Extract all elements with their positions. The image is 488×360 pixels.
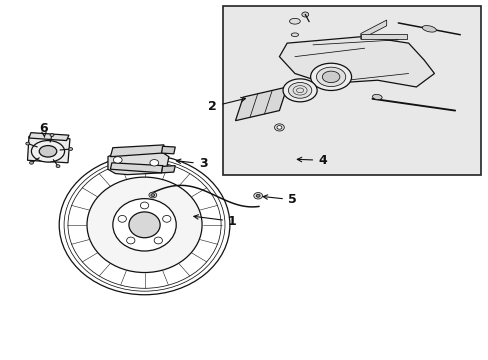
Ellipse shape (69, 148, 73, 150)
Ellipse shape (310, 63, 351, 90)
Polygon shape (360, 33, 407, 39)
Polygon shape (108, 151, 168, 175)
Ellipse shape (149, 192, 157, 198)
Ellipse shape (154, 237, 162, 244)
Ellipse shape (322, 71, 339, 82)
Polygon shape (161, 166, 175, 173)
Polygon shape (235, 87, 286, 121)
Polygon shape (161, 146, 175, 154)
Ellipse shape (253, 193, 262, 199)
Ellipse shape (31, 140, 64, 162)
Ellipse shape (50, 134, 54, 136)
Ellipse shape (129, 212, 160, 238)
Polygon shape (110, 145, 163, 157)
Text: 3: 3 (176, 157, 207, 170)
FancyBboxPatch shape (222, 6, 480, 175)
Text: 5: 5 (263, 193, 296, 206)
Text: 1: 1 (193, 215, 236, 228)
Ellipse shape (150, 159, 158, 166)
Ellipse shape (59, 155, 229, 295)
Ellipse shape (276, 126, 281, 129)
Ellipse shape (26, 142, 30, 145)
Ellipse shape (291, 33, 298, 36)
Ellipse shape (274, 124, 284, 131)
Text: 4: 4 (297, 154, 326, 167)
Ellipse shape (151, 194, 155, 197)
Ellipse shape (113, 157, 122, 163)
Ellipse shape (29, 161, 33, 164)
Ellipse shape (56, 165, 60, 167)
Text: 2: 2 (208, 97, 245, 113)
Ellipse shape (422, 26, 435, 32)
Ellipse shape (118, 215, 126, 222)
Ellipse shape (301, 12, 308, 17)
Ellipse shape (288, 82, 311, 98)
Ellipse shape (39, 145, 57, 157)
Polygon shape (29, 133, 69, 140)
Polygon shape (27, 136, 70, 163)
Ellipse shape (140, 202, 148, 209)
Ellipse shape (256, 194, 260, 197)
Ellipse shape (126, 237, 135, 244)
Polygon shape (110, 163, 163, 173)
Ellipse shape (316, 67, 345, 86)
Polygon shape (360, 20, 386, 39)
Ellipse shape (87, 177, 202, 273)
Ellipse shape (289, 18, 300, 24)
Ellipse shape (283, 79, 317, 102)
Polygon shape (279, 36, 433, 87)
Ellipse shape (372, 94, 381, 100)
Ellipse shape (113, 199, 176, 251)
Ellipse shape (163, 215, 171, 222)
Text: 6: 6 (39, 122, 48, 137)
